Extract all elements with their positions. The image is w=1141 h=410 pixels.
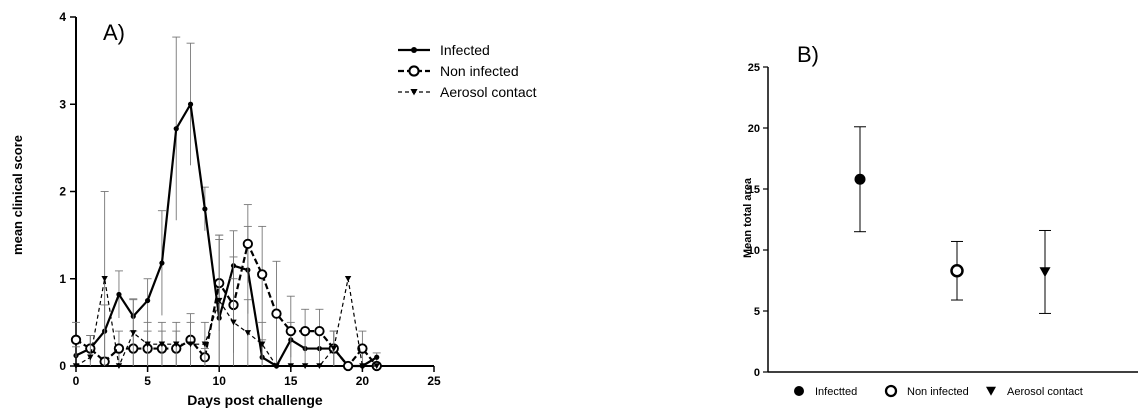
panel-a-legend-marker xyxy=(410,88,418,96)
panel-b-data-point xyxy=(950,263,964,278)
panel-b-label: B) xyxy=(797,42,819,67)
panel-a-data-point xyxy=(173,341,180,348)
panel-a-x-tick-label: 20 xyxy=(356,374,370,388)
panel-b-plot-area xyxy=(854,126,1051,314)
panel-b: B) Mean total area 0 5 10 15 20 25 Infectted N… xyxy=(742,42,1138,398)
panel-a-data-point xyxy=(115,363,123,370)
panel-a-data-point xyxy=(244,330,252,336)
panel-a-data-point xyxy=(101,276,108,282)
panel-a-data-point xyxy=(187,341,194,348)
panel-a-y-axis-title: mean clinical score xyxy=(10,135,25,255)
panel-b-y-ticks: 0 5 10 15 20 25 xyxy=(748,62,768,379)
panel-a-y-tick-label: 0 xyxy=(59,359,66,373)
panel-a-data-point xyxy=(144,341,151,348)
panel-a-data-point xyxy=(258,341,266,348)
panel-a-data-point xyxy=(216,297,223,304)
panel-a-y-tick-label: 1 xyxy=(59,272,66,286)
panel-a-data-point xyxy=(202,206,208,212)
panel-a-x-tick-label: 25 xyxy=(427,374,441,388)
panel-b-legend: Infectted Non infected Aerosol contact xyxy=(794,384,1083,398)
panel-a-data-point xyxy=(330,345,337,352)
panel-a-data-point xyxy=(299,325,311,337)
panel-a-data-point xyxy=(159,260,165,266)
panel-a-data-point xyxy=(201,341,209,348)
panel-a-series-line xyxy=(75,242,378,368)
panel-a-data-point xyxy=(130,330,137,336)
panel-a-data-point xyxy=(70,334,82,345)
panel-b-y-tick-label: 5 xyxy=(754,306,760,318)
panel-a-series-line xyxy=(75,278,377,367)
panel-b-legend-marker xyxy=(794,386,804,396)
panel-a-y-tick-label: 3 xyxy=(59,97,66,111)
panel-b-legend-label: Infectted xyxy=(815,386,857,398)
panel-b-y-tick-label: 0 xyxy=(754,367,760,379)
panel-a-x-tick-label: 5 xyxy=(144,374,151,388)
panel-a-data-point xyxy=(145,297,151,304)
panel-a-x-tick-label: 10 xyxy=(213,374,227,388)
panel-a-data-point xyxy=(373,363,380,370)
panel-a: A) Days post challenge mean clinical sco… xyxy=(10,10,537,408)
panel-a-y-tick-label: 4 xyxy=(59,10,66,24)
panel-a-plot-area xyxy=(70,36,382,372)
panel-a-legend-label: Infected xyxy=(440,42,490,58)
panel-b-y-tick-label: 25 xyxy=(748,62,760,74)
panel-b-legend-label: Non infected xyxy=(907,386,969,398)
panel-a-x-tick-label: 15 xyxy=(284,374,298,388)
panel-a-series-2 xyxy=(72,191,380,370)
panel-a-x-tick-label: 0 xyxy=(73,374,80,388)
panel-a-data-point xyxy=(72,363,80,370)
panel-b-legend-label: Aerosol contact xyxy=(1007,386,1083,398)
panel-b-y-tick-label: 15 xyxy=(748,184,760,196)
panel-a-data-point xyxy=(359,363,366,370)
panel-a-x-axis-title: Days post challenge xyxy=(187,392,323,408)
panel-a-data-point xyxy=(271,308,282,319)
panel-b-data-point xyxy=(854,173,866,185)
panel-a-y-ticks: 0 1 2 3 4 xyxy=(59,10,76,373)
panel-a-series-0 xyxy=(72,36,381,369)
panel-b-y-tick-label: 10 xyxy=(748,245,760,257)
panel-a-data-point xyxy=(242,238,253,250)
panel-a-series-line xyxy=(75,103,378,368)
panel-a-data-point xyxy=(287,363,294,370)
panel-b-y-axis-title: Mean total area xyxy=(742,177,754,258)
panel-a-data-point xyxy=(187,101,194,107)
panel-b-legend-marker xyxy=(884,384,898,398)
panel-a-x-ticks: 0 5 10 15 20 25 xyxy=(73,366,441,388)
panel-b-data-point xyxy=(1039,267,1051,278)
panel-a-data-point xyxy=(116,291,122,298)
panel-a-legend-label: Aerosol contact xyxy=(440,84,537,100)
panel-a-y-tick-label: 2 xyxy=(59,185,66,199)
panel-a-legend-marker xyxy=(408,65,420,77)
panel-b-y-tick-label: 20 xyxy=(748,123,760,135)
panel-a-data-point xyxy=(273,363,280,370)
panel-a-label: A) xyxy=(103,20,125,45)
panel-a-data-point xyxy=(374,354,380,360)
panel-a-data-point xyxy=(230,319,237,326)
panel-b-legend-marker xyxy=(986,386,996,396)
panel-a-legend-label: Non infected xyxy=(440,63,519,79)
panel-a-data-point xyxy=(301,363,309,370)
panel-a-data-point xyxy=(173,126,179,132)
panel-a-data-point xyxy=(158,341,166,348)
panel-a-data-point xyxy=(316,363,323,370)
panel-a-data-point xyxy=(344,276,352,282)
panel-a-legend: Infected Non infected Aerosol contact xyxy=(398,42,537,100)
panel-a-data-point xyxy=(314,325,325,337)
panel-a-data-point xyxy=(87,354,94,361)
panel-a-data-point xyxy=(285,325,296,337)
panel-a-legend-marker xyxy=(411,47,417,53)
panel-a-data-point xyxy=(342,360,354,372)
panel-a-data-point xyxy=(257,269,268,280)
